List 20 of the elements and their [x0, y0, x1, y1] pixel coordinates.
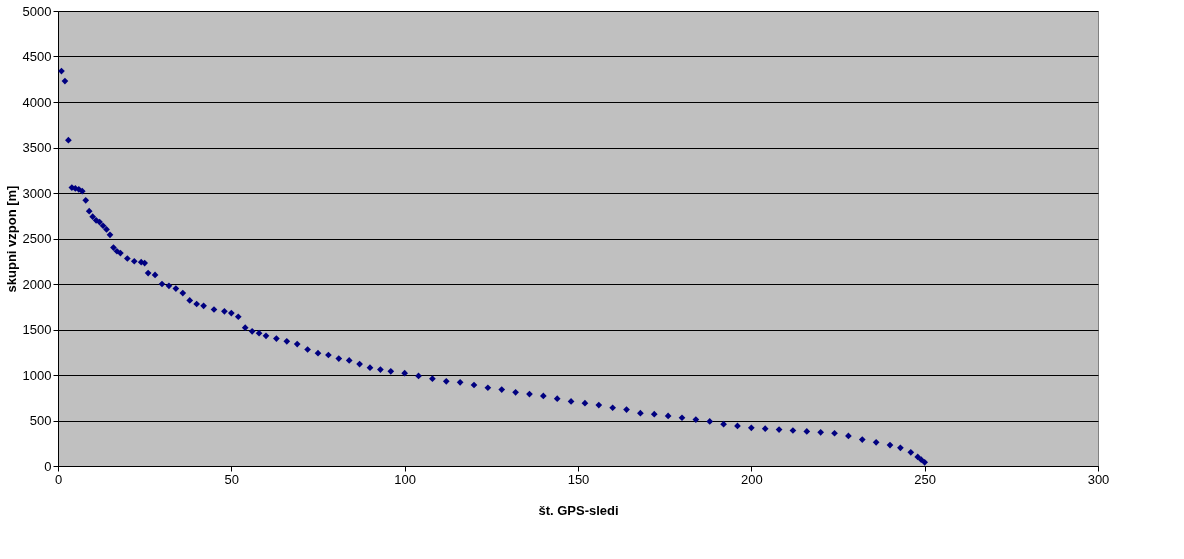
y-tick-label: 500 [29, 413, 52, 428]
y-tick-label: 1000 [22, 367, 52, 383]
y-tick-label: 2000 [22, 276, 52, 292]
y-tick-label: 3000 [22, 185, 52, 201]
x-tick-label: 50 [224, 471, 240, 487]
x-tick-label: 250 [914, 471, 937, 487]
x-tick-label: 0 [54, 471, 63, 487]
y-tick-label: 2500 [22, 231, 52, 246]
x-axis-title: št. GPS-sledi [538, 502, 619, 518]
y-tick-label: 1500 [22, 322, 52, 337]
x-tick-label: 200 [740, 471, 763, 487]
y-axis-title: skupni vzpon [m] [3, 185, 19, 293]
y-tick-label: 5000 [22, 3, 52, 19]
x-tick-label: 150 [567, 471, 590, 487]
y-tick-label: 4000 [22, 94, 52, 110]
y-tick-label: 0 [44, 458, 52, 474]
y-tick-label: 4500 [22, 49, 52, 64]
x-tick-label: 300 [1087, 471, 1110, 487]
y-tick-label: 3500 [22, 140, 52, 155]
x-tick-label: 100 [394, 471, 417, 487]
